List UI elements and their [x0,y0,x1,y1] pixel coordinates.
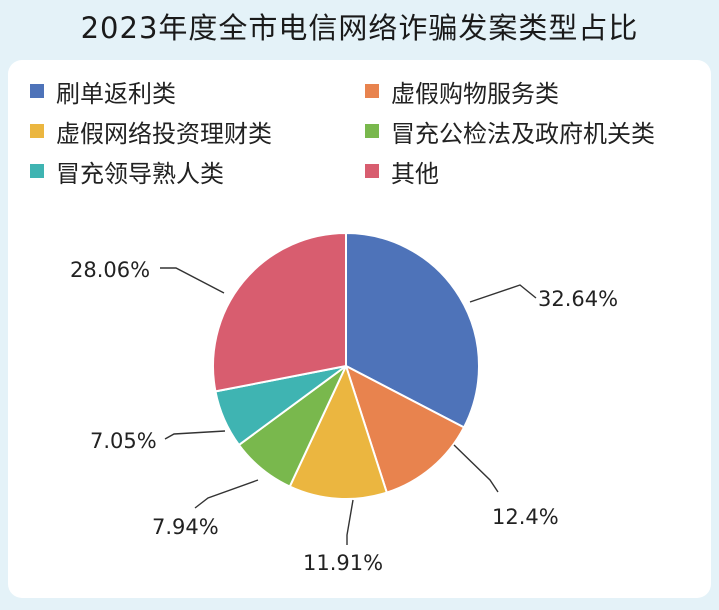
legend-item-5: 其他 [365,154,439,188]
pct-label-4: 7.05% [90,429,157,453]
chart-title: 2023年度全市电信网络诈骗发案类型占比 [80,11,639,45]
pct-label-3: 7.94% [152,515,219,539]
legend-item-1: 虚假购物服务类 [365,74,559,108]
leader-line-1 [453,444,499,493]
pie-slice-0 [345,231,480,429]
pct-label-0: 32.64% [538,287,618,311]
legend-item-0: 刷单返利类 [30,74,176,108]
leader-line-2 [346,499,354,545]
legend-label-5: 其他 [391,159,439,188]
leader-line-5 [160,267,225,294]
legend-label-2: 虚假网络投资理财类 [56,119,272,148]
pct-label-1: 12.4% [492,505,559,529]
legend-swatch-4 [30,164,44,178]
legend-label-0: 刷单返利类 [56,79,176,108]
pie-slice-2 [288,363,389,500]
leader-line-4 [164,430,226,440]
legend-swatch-3 [365,124,379,138]
pie-slice-5 [212,231,347,393]
pie-slice-1 [344,363,466,494]
leader-line-0 [469,284,537,303]
legend-label-3: 冒充公检法及政府机关类 [391,119,655,148]
legend-item-3: 冒充公检法及政府机关类 [365,114,655,148]
legend-item-4: 冒充领导熟人类 [30,154,224,188]
legend-swatch-2 [30,124,44,138]
pie-slices [212,231,480,500]
leader-line-3 [194,479,259,509]
legend-swatch-0 [30,84,44,98]
pie-leader-lines [160,267,537,545]
pct-label-5: 28.06% [70,258,150,282]
legend-swatch-5 [365,164,379,178]
legend-item-2: 虚假网络投资理财类 [30,114,272,148]
pct-label-2: 11.91% [303,551,383,575]
legend-label-1: 虚假购物服务类 [391,79,559,108]
legend-swatch-1 [365,84,379,98]
legend-label-4: 冒充领导熟人类 [56,159,224,188]
